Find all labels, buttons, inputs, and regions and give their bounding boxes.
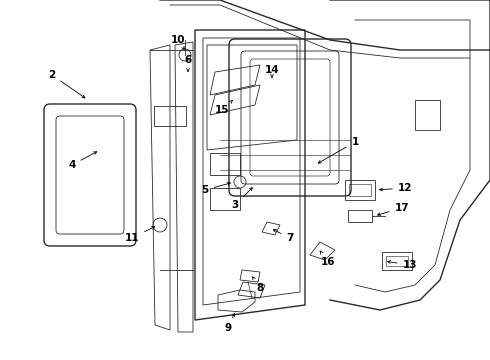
Text: 2: 2 — [49, 70, 85, 98]
Text: 12: 12 — [380, 183, 412, 193]
Text: 8: 8 — [252, 277, 264, 293]
Text: 6: 6 — [184, 55, 192, 71]
Text: 13: 13 — [388, 260, 417, 270]
Text: 16: 16 — [320, 251, 335, 267]
Text: 15: 15 — [215, 100, 233, 115]
Text: 3: 3 — [231, 188, 252, 210]
Text: 7: 7 — [273, 230, 294, 243]
Text: 9: 9 — [224, 314, 235, 333]
Text: 17: 17 — [378, 203, 409, 216]
Text: 14: 14 — [265, 65, 279, 78]
Text: 10: 10 — [171, 35, 185, 49]
Text: 11: 11 — [125, 227, 155, 243]
Text: 1: 1 — [318, 137, 359, 163]
Text: 4: 4 — [68, 152, 97, 170]
Text: 5: 5 — [201, 183, 230, 195]
